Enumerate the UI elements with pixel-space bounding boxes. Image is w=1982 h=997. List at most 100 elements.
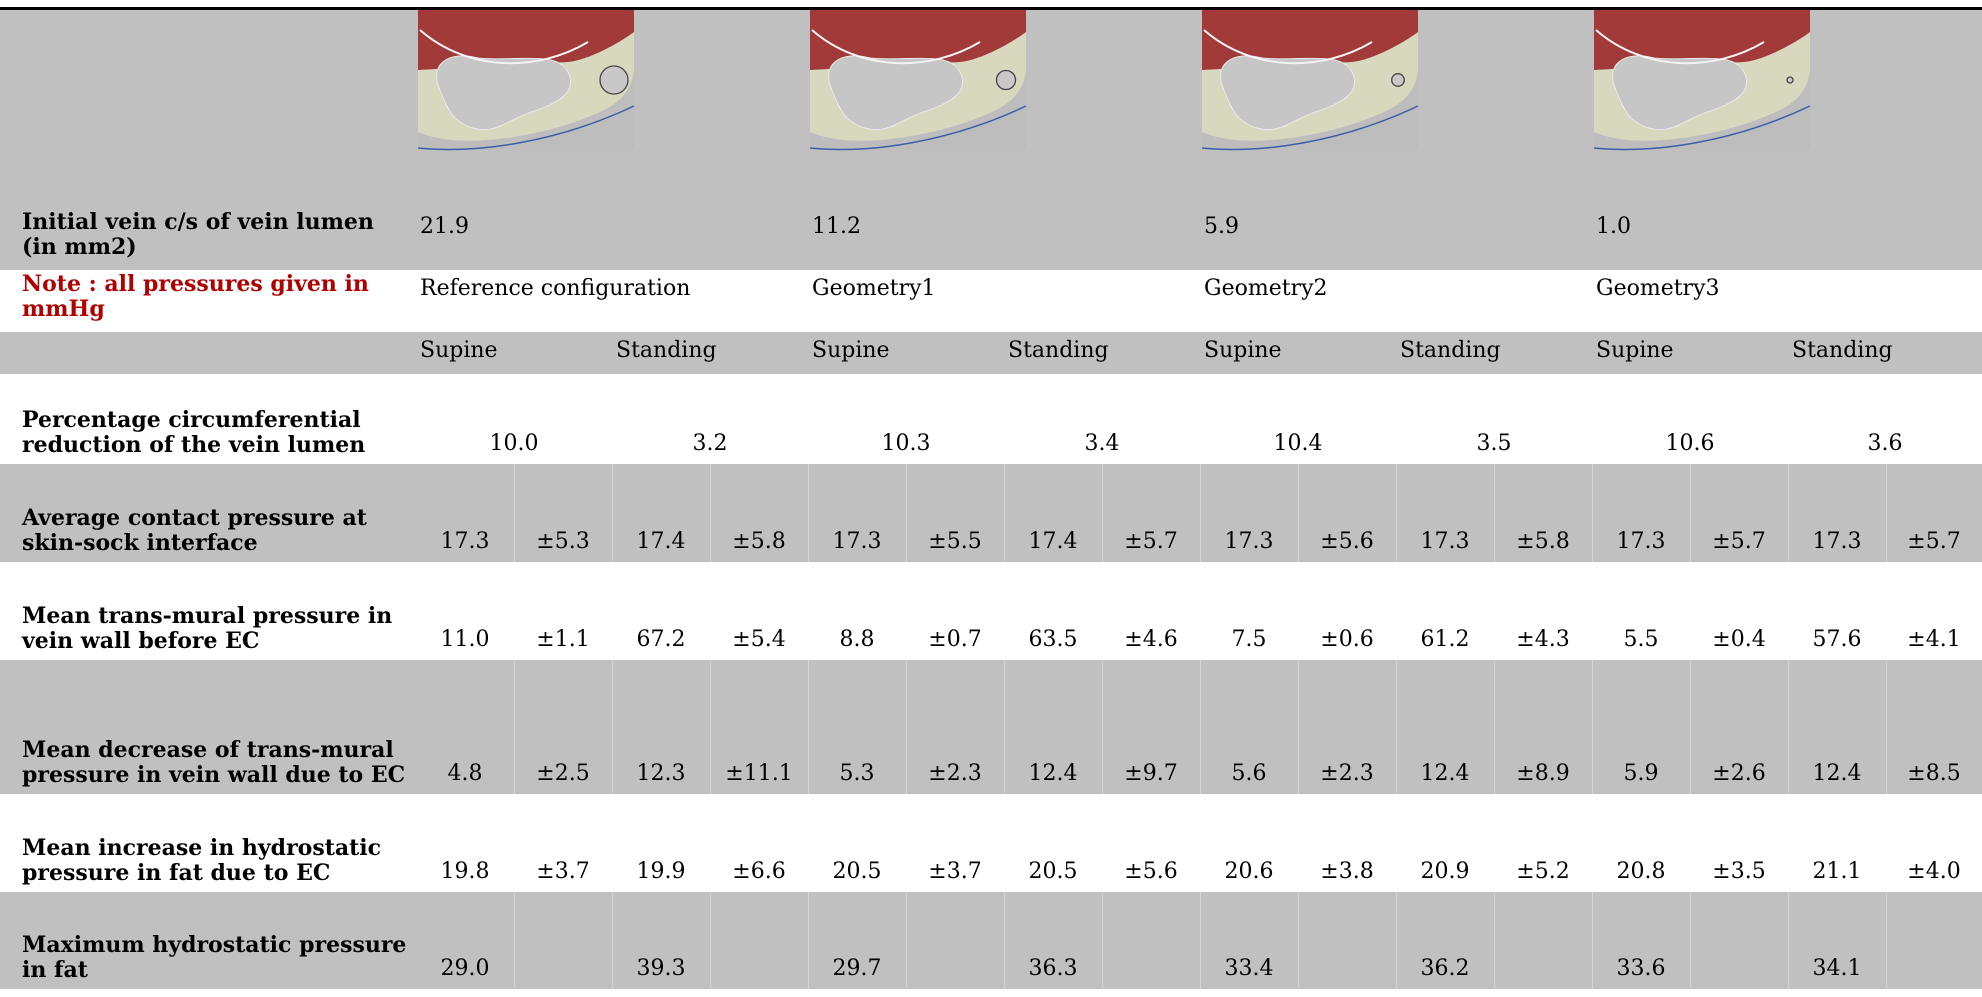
hydro-max-empty <box>1494 892 1592 989</box>
vein-icon <box>995 69 1017 91</box>
transmural-value: 63.5 <box>1004 562 1102 660</box>
fascia-line <box>1203 29 1373 65</box>
image-row <box>0 10 1982 208</box>
hydro-max-value: 39.3 <box>612 892 710 989</box>
posture-supine: Supine <box>416 332 612 374</box>
decrease-value: 12.3 <box>612 660 710 794</box>
contact-value: 17.3 <box>416 464 514 562</box>
reference-geometry-image <box>416 10 808 208</box>
geometry2-image <box>1200 10 1592 208</box>
transmural-value: 11.0 <box>416 562 514 660</box>
contact-value: 17.3 <box>1200 464 1298 562</box>
contact-pressure-row: Average contact pressure at skin-sock in… <box>0 464 1982 562</box>
fascia-line <box>811 29 981 65</box>
circ-value: 3.4 <box>1004 374 1200 464</box>
posture-supine: Supine <box>1200 332 1396 374</box>
contact-sd: ±5.8 <box>710 464 808 562</box>
transmural-value: 8.8 <box>808 562 906 660</box>
hydro-inc-value: 19.9 <box>612 794 710 892</box>
hydrostatic-max-label: Maximum hydrostatic pressure in fat <box>0 892 416 989</box>
hydro-max-empty <box>514 892 612 989</box>
hydro-max-empty <box>710 892 808 989</box>
geometry1-image <box>808 10 1200 208</box>
hydrostatic-increase-label: Mean increase in hydrostatic pressure in… <box>0 794 416 892</box>
hydro-inc-value: 20.6 <box>1200 794 1298 892</box>
initial-area-label: Initial vein c/s of vein lumen (in mm2) <box>0 208 416 270</box>
posture-supine: Supine <box>1592 332 1788 374</box>
hydro-max-empty <box>1102 892 1200 989</box>
config-name: Geometry2 <box>1200 270 1592 332</box>
skin-line <box>1201 105 1419 151</box>
circumferential-reduction-label: Percentage circumferential reduction of … <box>0 374 416 464</box>
contact-value: 17.4 <box>1004 464 1102 562</box>
hydro-inc-value: 21.1 <box>1788 794 1886 892</box>
skin-line <box>417 105 635 151</box>
transmural-value: 5.5 <box>1592 562 1690 660</box>
posture-standing: Standing <box>1788 332 1982 374</box>
muscle-layer <box>1594 10 1810 70</box>
circ-value: 3.5 <box>1396 374 1592 464</box>
circ-value: 10.6 <box>1592 374 1788 464</box>
transmural-sd: ±4.3 <box>1494 562 1592 660</box>
transmural-sd: ±0.6 <box>1298 562 1396 660</box>
decrease-value: 5.9 <box>1592 660 1690 794</box>
contact-value: 17.4 <box>612 464 710 562</box>
hydro-max-value: 36.2 <box>1396 892 1494 989</box>
transmural-sd: ±4.6 <box>1102 562 1200 660</box>
contact-value: 17.3 <box>1788 464 1886 562</box>
pressure-unit-note: Note : all pressures given in mmHg <box>0 270 416 332</box>
hydro-max-empty <box>1886 892 1982 989</box>
geometry3-image <box>1592 10 1982 208</box>
skin-line <box>809 105 1027 151</box>
hydro-inc-value: 20.8 <box>1592 794 1690 892</box>
hydro-max-empty <box>1298 892 1396 989</box>
circ-value: 10.4 <box>1200 374 1396 464</box>
hydro-inc-value: 19.8 <box>416 794 514 892</box>
results-table: Initial vein c/s of vein lumen (in mm2) … <box>0 10 1982 989</box>
decrease-value: 12.4 <box>1396 660 1494 794</box>
hydro-max-value: 29.0 <box>416 892 514 989</box>
hydrostatic-max-row: Maximum hydrostatic pressure in fat 29.0… <box>0 892 1982 989</box>
contact-sd: ±5.7 <box>1886 464 1982 562</box>
transmural-sd: ±4.1 <box>1886 562 1982 660</box>
posture-supine: Supine <box>808 332 1004 374</box>
contact-value: 17.3 <box>1592 464 1690 562</box>
transmural-sd: ±0.7 <box>906 562 1004 660</box>
decrease-value: 12.4 <box>1004 660 1102 794</box>
decrease-sd: ±2.5 <box>514 660 612 794</box>
initial-area-row: Initial vein c/s of vein lumen (in mm2) … <box>0 208 1982 270</box>
image-row-label <box>0 10 416 208</box>
contact-sd: ±5.3 <box>514 464 612 562</box>
contact-sd: ±5.6 <box>1298 464 1396 562</box>
decrease-sd: ±2.6 <box>1690 660 1788 794</box>
area-value: 1.0 <box>1592 208 1982 270</box>
posture-standing: Standing <box>1004 332 1200 374</box>
transmural-sd: ±1.1 <box>514 562 612 660</box>
hydro-inc-sd: ±5.2 <box>1494 794 1592 892</box>
muscle-layer <box>810 10 1026 70</box>
circ-value: 10.0 <box>416 374 612 464</box>
transmural-value: 67.2 <box>612 562 710 660</box>
hydro-max-value: 33.4 <box>1200 892 1298 989</box>
hydro-max-empty <box>1690 892 1788 989</box>
decrease-sd: ±2.3 <box>906 660 1004 794</box>
contact-sd: ±5.8 <box>1494 464 1592 562</box>
circumferential-reduction-row: Percentage circumferential reduction of … <box>0 374 1982 464</box>
fascia-line <box>419 29 589 65</box>
transmural-decrease-row: Mean decrease of trans-mural pressure in… <box>0 660 1982 794</box>
area-value: 11.2 <box>808 208 1200 270</box>
transmural-value: 7.5 <box>1200 562 1298 660</box>
config-name: Geometry1 <box>808 270 1200 332</box>
decrease-sd: ±8.5 <box>1886 660 1982 794</box>
transmural-value: 57.6 <box>1788 562 1886 660</box>
hydro-max-value: 33.6 <box>1592 892 1690 989</box>
posture-row-label <box>0 332 416 374</box>
hydro-inc-sd: ±4.0 <box>1886 794 1982 892</box>
contact-sd: ±5.7 <box>1690 464 1788 562</box>
configuration-row: Note : all pressures given in mmHg Refer… <box>0 270 1982 332</box>
posture-row: Supine Standing Supine Standing Supine S… <box>0 332 1982 374</box>
top-rule <box>0 7 1982 10</box>
hydro-max-value: 36.3 <box>1004 892 1102 989</box>
config-name: Reference configuration <box>416 270 808 332</box>
contact-value: 17.3 <box>1396 464 1494 562</box>
